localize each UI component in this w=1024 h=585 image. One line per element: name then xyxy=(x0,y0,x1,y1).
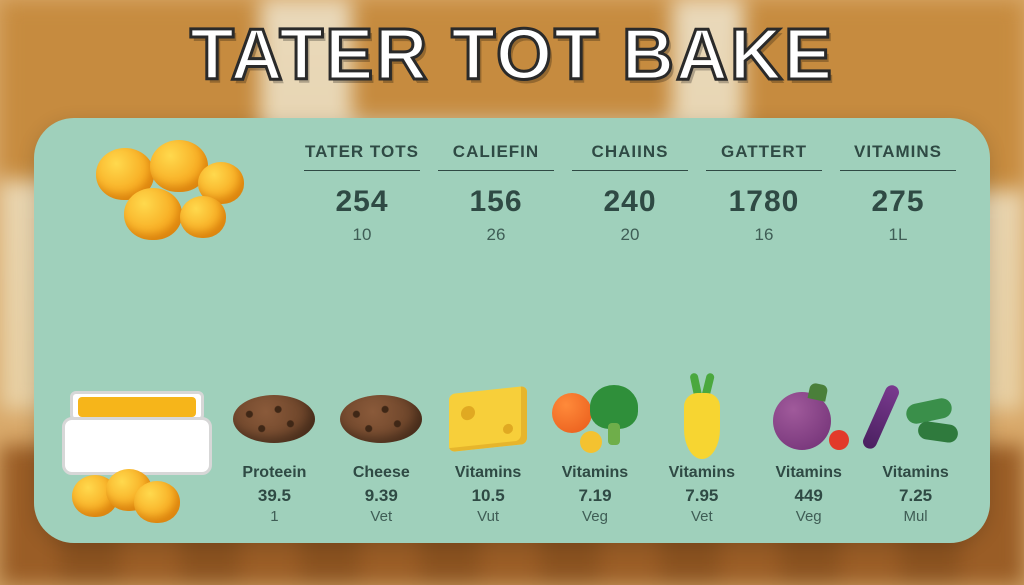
ingredient-label: Vitamins xyxy=(438,464,539,482)
nutrition-col-value: 1780 xyxy=(706,185,822,219)
nutrition-col-value: 240 xyxy=(572,185,688,219)
nutrition-col-sub: 26 xyxy=(438,225,554,245)
meat-icon xyxy=(233,395,315,443)
infographic-scene: TATER TOT BAKE TATER TOTS 254 10 CALIEFIN 15… xyxy=(0,0,1024,585)
nutrition-col-header: CHAIINS xyxy=(572,142,688,171)
ingredient-value: 39.5 xyxy=(224,486,325,506)
okra-icon xyxy=(868,383,964,455)
nutrition-col-sub: 20 xyxy=(572,225,688,245)
ingredient-cell: Vitamins 7.19 Veg xyxy=(545,380,646,525)
nutrition-col-value: 275 xyxy=(840,185,956,219)
nutrition-col-value: 254 xyxy=(304,185,420,219)
cheese-icon xyxy=(449,386,527,452)
mini-tots-icon xyxy=(72,469,182,525)
nutrition-col: TATER TOTS 254 10 xyxy=(304,142,420,245)
ingredient-cell: Vitamins 10.5 Vut xyxy=(438,380,539,525)
nutrition-table: TATER TOTS 254 10 CALIEFIN 156 26 CHAIINS 240 20… xyxy=(304,142,956,245)
ingredient-sub: Vet xyxy=(651,508,752,525)
ingredient-cell: Vitamins 449 Veg xyxy=(758,380,859,525)
ingredient-label: Cheese xyxy=(331,464,432,482)
nutrition-col-header: CALIEFIN xyxy=(438,142,554,171)
page-title: TATER TOT BAKE xyxy=(190,14,834,96)
ingredient-cell: Vitamins 7.25 Mul xyxy=(865,380,966,525)
ingredient-cell: Cheese 9.39 Vet xyxy=(331,380,432,525)
ingredient-cell: Vitamins 7.95 Vet xyxy=(651,380,752,525)
ingredient-label: Proteein xyxy=(224,464,325,482)
nutrition-col-header: TATER TOTS xyxy=(304,142,420,171)
veggies-icon xyxy=(552,385,638,453)
ingredient-label: Vitamins xyxy=(545,464,646,482)
tray-cell xyxy=(58,385,218,525)
ingredient-value: 7.25 xyxy=(865,486,966,506)
ingredient-sub: Vut xyxy=(438,508,539,525)
ingredient-sub: Veg xyxy=(545,508,646,525)
nutrition-col-sub: 10 xyxy=(304,225,420,245)
ingredient-sub: Veg xyxy=(758,508,859,525)
ingredient-label: Vitamins xyxy=(865,464,966,482)
nutrition-col-value: 156 xyxy=(438,185,554,219)
eggplant-icon xyxy=(773,384,845,454)
nutrition-col-header: VITAMINS xyxy=(840,142,956,171)
ingredient-row: Proteein 39.5 1 Cheese 9.39 Vet Vitamins 10.5 Vu… xyxy=(58,380,966,525)
meat-icon xyxy=(340,395,422,443)
ingredient-sub: Mul xyxy=(865,508,966,525)
nutrition-col: CHAIINS 240 20 xyxy=(572,142,688,245)
ingredient-label: Vitamins xyxy=(758,464,859,482)
ingredient-sub: 1 xyxy=(224,508,325,525)
ingredient-value: 7.95 xyxy=(651,486,752,506)
nutrition-col: GATTERT 1780 16 xyxy=(706,142,822,245)
nutrition-col-sub: 16 xyxy=(706,225,822,245)
tater-tots-icon xyxy=(88,140,258,260)
nutrition-col-header: GATTERT xyxy=(706,142,822,171)
info-card: TATER TOTS 254 10 CALIEFIN 156 26 CHAIINS 240 20… xyxy=(34,118,990,543)
carrot-icon xyxy=(674,375,730,463)
ingredient-value: 449 xyxy=(758,486,859,506)
ingredient-value: 9.39 xyxy=(331,486,432,506)
nutrition-col: VITAMINS 275 1L xyxy=(840,142,956,245)
ingredient-value: 7.19 xyxy=(545,486,646,506)
ingredient-value: 10.5 xyxy=(438,486,539,506)
nutrition-col: CALIEFIN 156 26 xyxy=(438,142,554,245)
casserole-icon xyxy=(62,385,212,475)
nutrition-col-sub: 1L xyxy=(840,225,956,245)
ingredient-sub: Vet xyxy=(331,508,432,525)
ingredient-cell: Proteein 39.5 1 xyxy=(224,380,325,525)
ingredient-label: Vitamins xyxy=(651,464,752,482)
